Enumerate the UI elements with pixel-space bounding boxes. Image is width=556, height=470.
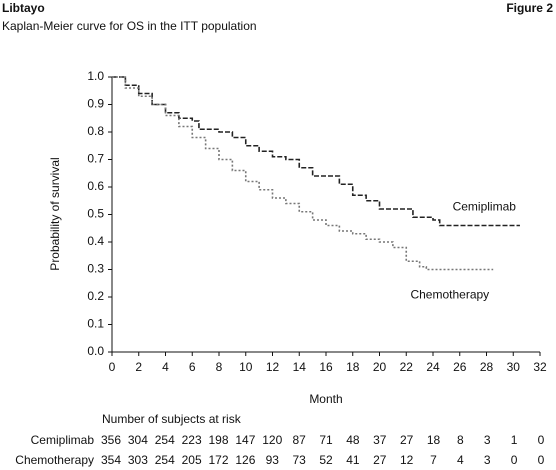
x-tick-label: 14 (293, 360, 307, 374)
x-tick-label: 22 (400, 360, 414, 374)
at-risk-value: 0 (538, 433, 545, 447)
survival-curve (112, 76, 494, 271)
at-risk-value: 73 (292, 453, 306, 467)
x-tick-label: 24 (426, 360, 440, 374)
at-risk-value: 37 (373, 433, 387, 447)
figure-label: Figure 2 (506, 1, 553, 15)
x-tick-label: 32 (533, 360, 547, 374)
at-risk-value: 4 (457, 453, 464, 467)
x-tick-label: 0 (109, 360, 116, 374)
y-tick-label: 0.3 (87, 262, 104, 276)
at-risk-value: 18 (427, 433, 441, 447)
x-tick-label: 6 (189, 360, 196, 374)
at-risk-value: 87 (292, 433, 306, 447)
x-tick-label: 18 (346, 360, 360, 374)
at-risk-value: 41 (346, 453, 360, 467)
y-axis-label: Probability of survival (48, 157, 62, 270)
at-risk-value: 303 (128, 453, 148, 467)
x-tick-label: 10 (239, 360, 253, 374)
x-tick-label: 28 (480, 360, 494, 374)
at-risk-value: 198 (208, 433, 228, 447)
at-risk-value: 71 (319, 433, 333, 447)
y-tick-label: 0.8 (87, 124, 104, 138)
at-risk-value: 205 (182, 453, 202, 467)
at-risk-value: 223 (182, 433, 202, 447)
at-risk-value: 356 (101, 433, 121, 447)
at-risk-value: 0 (538, 453, 545, 467)
at-risk-value: 354 (101, 453, 121, 467)
at-risk-value: 172 (208, 453, 228, 467)
series-label: Cemiplimab (453, 200, 517, 214)
at-risk-value: 304 (128, 433, 148, 447)
y-tick-label: 0.0 (87, 344, 104, 358)
at-risk-value: 27 (373, 453, 387, 467)
x-tick-label: 12 (266, 360, 280, 374)
at-risk-row-name: Chemotherapy (15, 453, 94, 467)
at-risk-value: 147 (235, 433, 255, 447)
at-risk-value: 120 (262, 433, 282, 447)
at-risk-value: 254 (155, 453, 175, 467)
y-tick-label: 0.1 (87, 317, 104, 331)
at-risk-value: 8 (457, 433, 464, 447)
y-tick-label: 0.4 (87, 234, 104, 248)
x-tick-label: 8 (216, 360, 223, 374)
x-tick-label: 26 (453, 360, 467, 374)
y-tick-label: 1.0 (87, 69, 104, 83)
x-tick-label: 20 (373, 360, 387, 374)
x-tick-label: 16 (319, 360, 333, 374)
survival-curve (112, 76, 520, 227)
at-risk-value: 254 (155, 433, 175, 447)
subtitle: Kaplan-Meier curve for OS in the ITT pop… (2, 19, 257, 33)
at-risk-value: 12 (400, 453, 414, 467)
x-tick-label: 4 (162, 360, 169, 374)
x-tick-label: 2 (135, 360, 142, 374)
y-tick-label: 0.6 (87, 179, 104, 193)
at-risk-title: Number of subjects at risk (102, 412, 242, 426)
x-axis-label: Month (309, 392, 342, 406)
y-tick-label: 0.9 (87, 97, 104, 111)
at-risk-value: 27 (400, 433, 414, 447)
series-label: Chemotherapy (410, 288, 489, 302)
at-risk-value: 93 (266, 453, 280, 467)
x-tick-label: 30 (507, 360, 521, 374)
y-tick-label: 0.2 (87, 289, 104, 303)
at-risk-value: 126 (235, 453, 255, 467)
at-risk-value: 1 (511, 433, 518, 447)
at-risk-value: 7 (430, 453, 437, 467)
at-risk-row-name: Cemiplimab (31, 433, 95, 447)
at-risk-value: 3 (484, 433, 491, 447)
at-risk-value: 3 (484, 453, 491, 467)
y-tick-label: 0.5 (87, 207, 104, 221)
at-risk-value: 52 (319, 453, 333, 467)
brand: Libtayo (2, 1, 45, 15)
at-risk-value: 48 (346, 433, 360, 447)
y-tick-label: 0.7 (87, 152, 104, 166)
at-risk-value: 0 (511, 453, 518, 467)
